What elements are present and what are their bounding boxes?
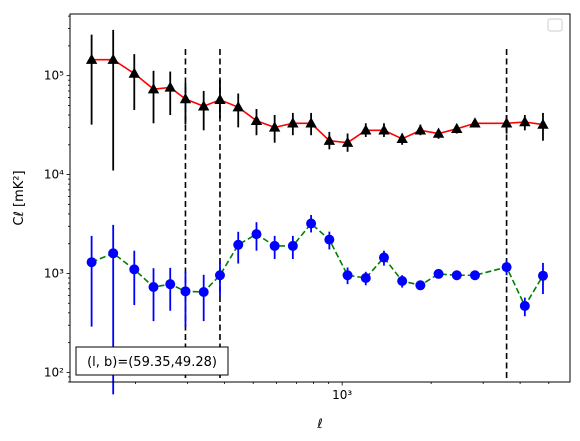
data-point-triangle	[268, 121, 281, 132]
data-point-circle	[397, 275, 408, 286]
data-point-circle	[180, 286, 191, 297]
data-point-circle	[269, 240, 280, 251]
data-point-triangle	[537, 118, 549, 129]
data-point-triangle	[232, 101, 244, 112]
x-tick-label: 10³	[332, 388, 352, 402]
data-point-circle	[360, 273, 371, 284]
data-point-circle	[108, 248, 119, 259]
data-point-triangle	[396, 132, 408, 143]
y-axis-label: Cℓ [mK²]	[12, 170, 27, 225]
data-point-circle	[378, 252, 389, 263]
data-point-triangle	[164, 81, 176, 92]
data-point-triangle	[305, 117, 317, 128]
plot-area	[85, 29, 549, 395]
data-point-circle	[433, 268, 444, 279]
data-point-circle	[537, 270, 548, 281]
data-point-circle	[233, 239, 244, 250]
y-tick-label: 10²	[44, 365, 64, 379]
data-point-triangle	[360, 124, 372, 135]
data-point-triangle	[341, 136, 354, 147]
data-point-circle	[324, 234, 335, 245]
y-tick-label: 10³	[44, 266, 64, 280]
legend-box	[547, 18, 563, 32]
data-point-triangle	[432, 127, 445, 138]
data-point-triangle	[197, 100, 210, 111]
data-point-circle	[129, 264, 140, 275]
axes-frame	[69, 13, 571, 383]
data-point-circle	[214, 270, 225, 281]
data-point-triangle	[287, 117, 299, 128]
data-point-circle	[451, 270, 462, 281]
data-point-circle	[198, 286, 209, 297]
data-point-circle	[342, 270, 353, 281]
annotation-box: (l, b)=(59.35,49.28)	[75, 346, 229, 376]
data-point-triangle	[378, 124, 390, 135]
axis-ticks: 10² 10³ 10⁴ 10⁵ 10³	[44, 15, 550, 402]
data-point-triangle	[469, 117, 481, 128]
data-point-triangle	[323, 134, 336, 145]
data-point-circle	[86, 257, 97, 268]
data-point-triangle	[414, 124, 427, 135]
data-point-triangle	[147, 83, 160, 94]
data-point-circle	[519, 300, 530, 311]
data-point-circle	[415, 280, 426, 291]
annotation-text: (l, b)=(59.35,49.28)	[87, 355, 217, 370]
data-point-triangle	[250, 114, 263, 125]
data-point-triangle	[128, 67, 140, 78]
data-point-circle	[287, 240, 298, 251]
y-tick-label: 10⁵	[44, 69, 64, 83]
data-point-triangle	[214, 93, 226, 105]
data-point-triangle	[451, 122, 463, 134]
data-point-triangle	[107, 53, 119, 64]
data-point-circle	[501, 262, 512, 273]
data-point-circle	[148, 282, 159, 293]
data-point-triangle	[179, 93, 192, 104]
data-point-triangle	[85, 53, 98, 64]
data-point-triangle	[519, 115, 531, 127]
data-point-circle	[469, 270, 480, 281]
x-axis-label: ℓ	[316, 417, 322, 432]
data-point-circle	[251, 229, 262, 240]
data-point-triangle	[500, 117, 513, 128]
data-point-circle	[165, 279, 176, 290]
data-point-circle	[306, 218, 317, 229]
y-tick-label: 10⁴	[44, 168, 64, 182]
